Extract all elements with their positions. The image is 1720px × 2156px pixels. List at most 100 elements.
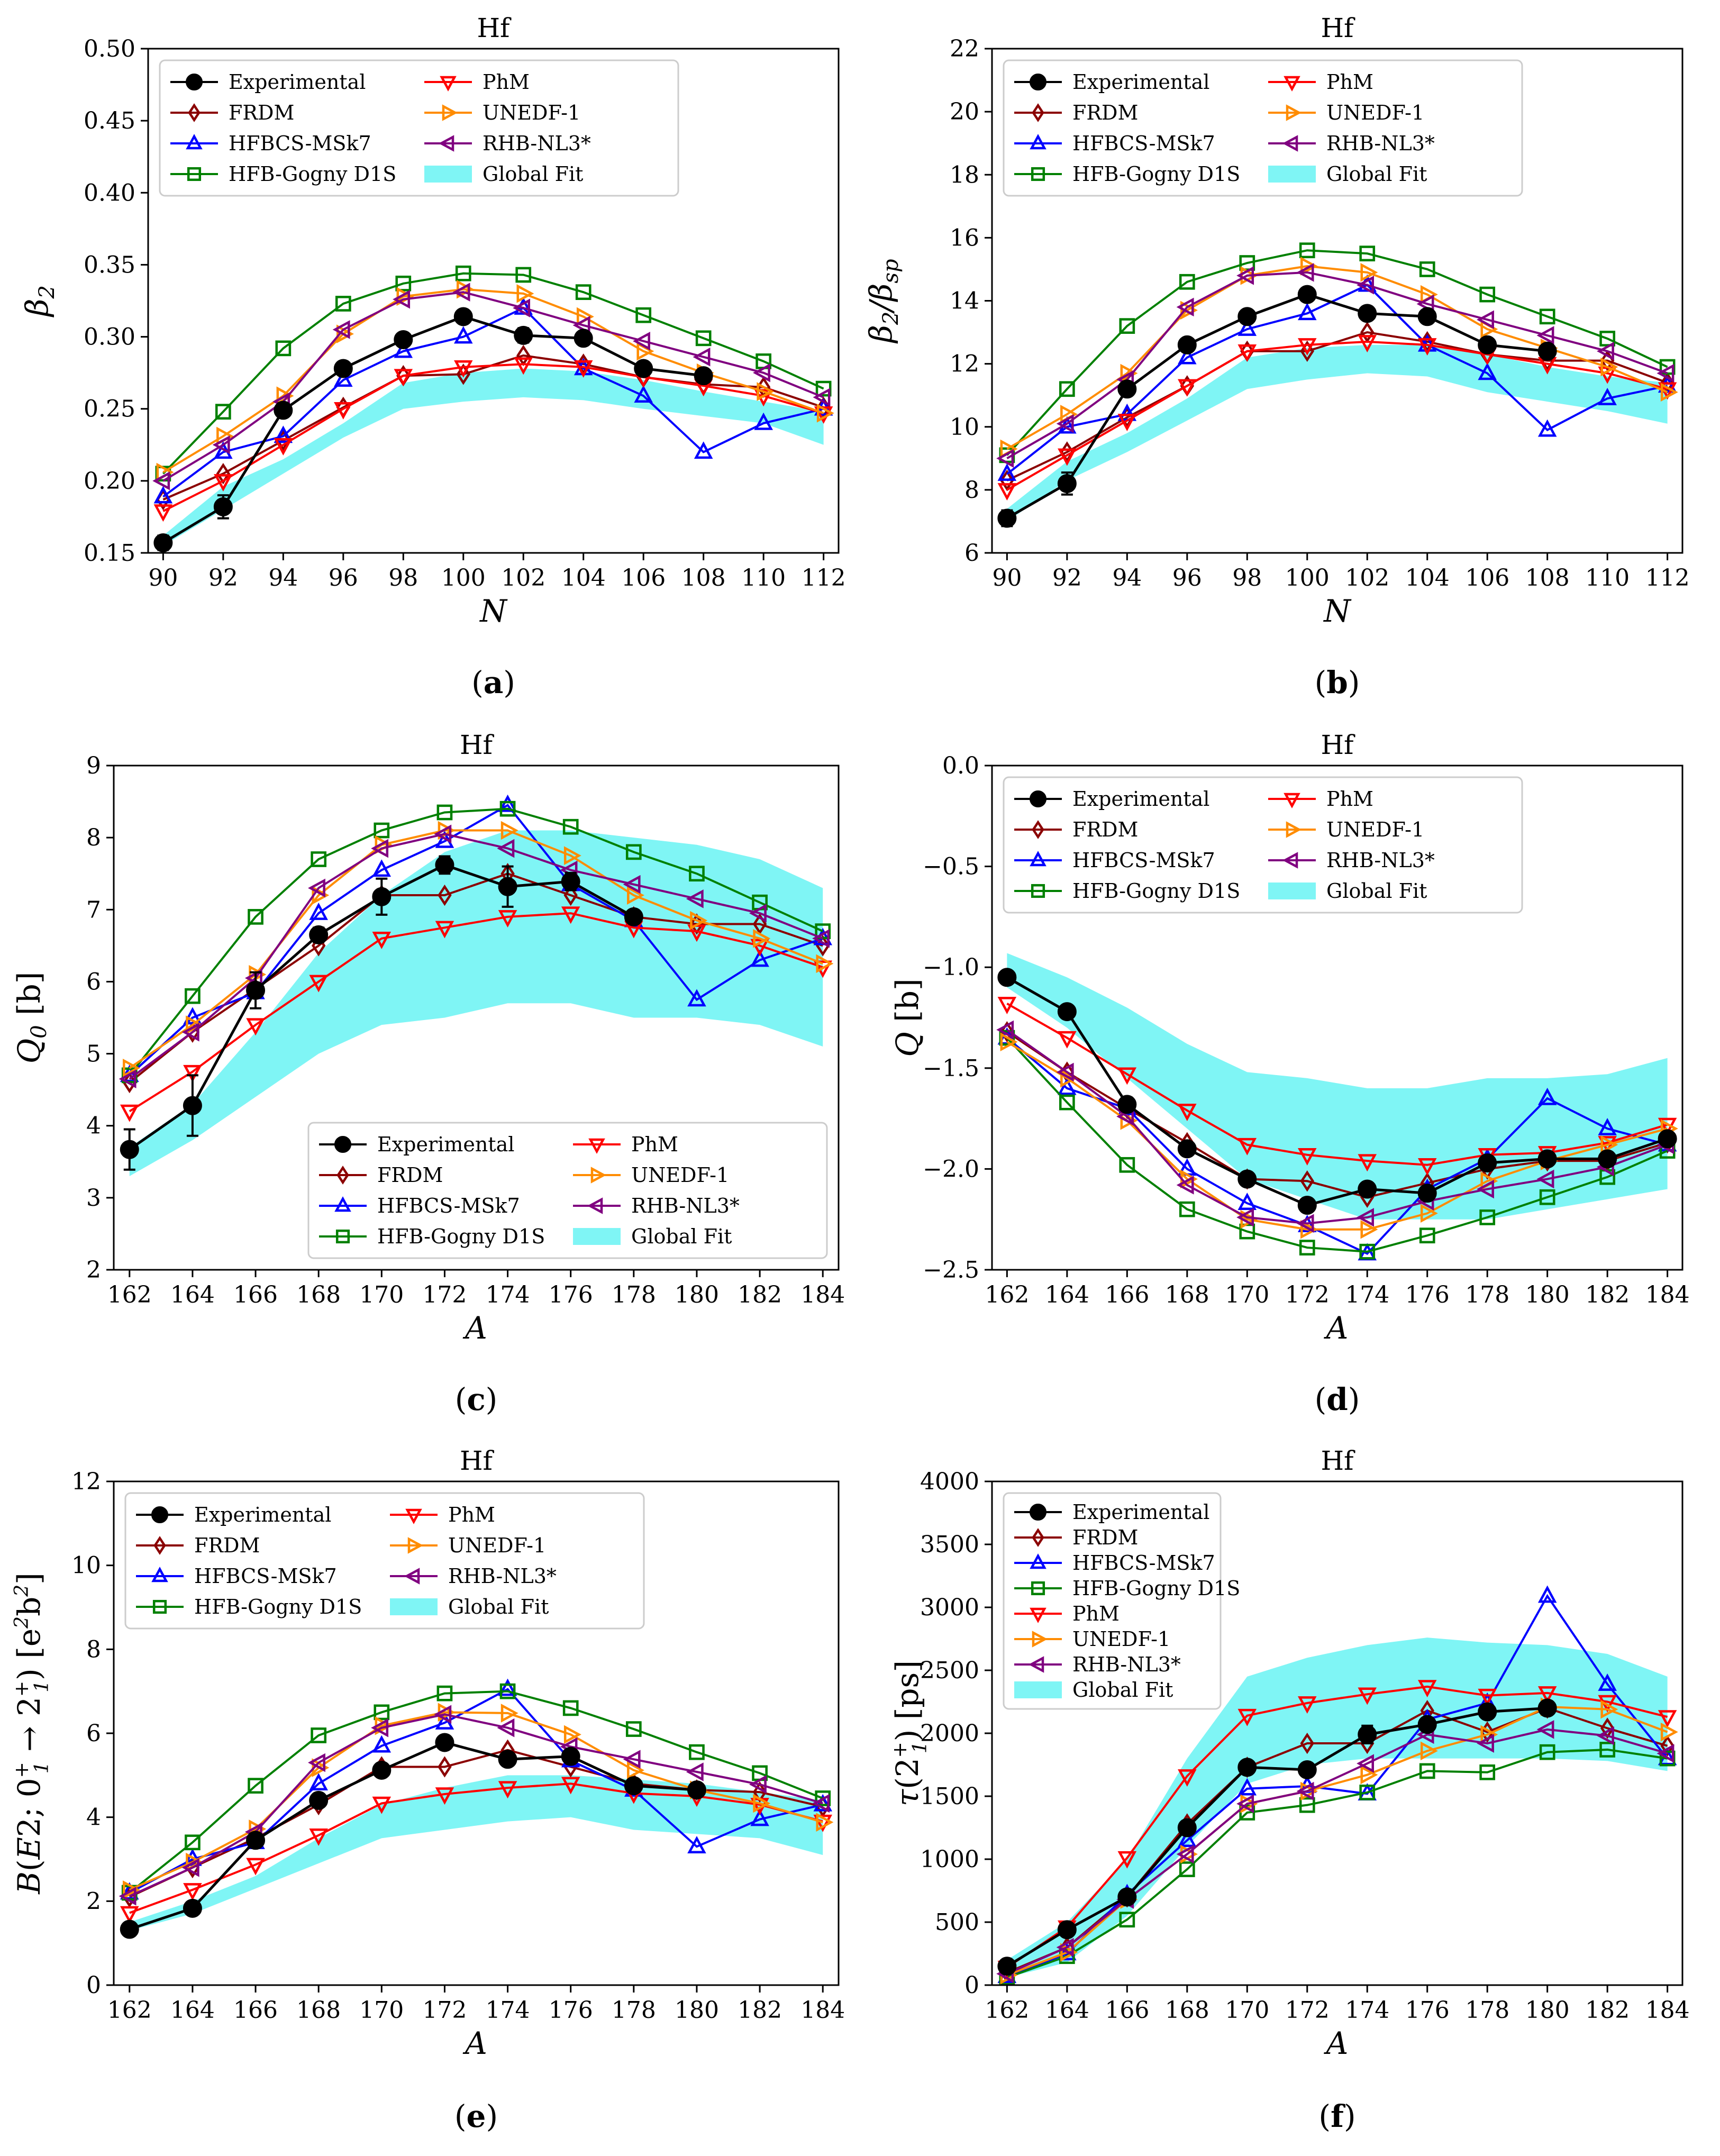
point-hfbcs-msk7 bbox=[1598, 388, 1617, 405]
x-tick-label: 170 bbox=[1225, 1997, 1269, 2024]
legend-label: HFBCS-MSk7 bbox=[1072, 849, 1215, 872]
point-unedf-1 bbox=[1180, 1844, 1198, 1864]
point-hfb-gogny-d1s bbox=[1419, 261, 1435, 277]
point-frdm bbox=[438, 1756, 452, 1778]
legend-entry-global-fit: Global Fit bbox=[424, 162, 583, 186]
series-line-hfb-gogny-d1s bbox=[162, 272, 824, 475]
series-line-rhb-nl3 bbox=[1006, 1728, 1668, 1975]
legend-entry-phm: PhM bbox=[1268, 70, 1373, 94]
point-unedf-1 bbox=[1360, 263, 1378, 282]
series-line-rhb-nl3 bbox=[129, 1713, 823, 1897]
point-rhb-nl3 bbox=[1477, 1734, 1494, 1753]
point-unedf-1 bbox=[816, 1813, 834, 1832]
legend-label: FRDM bbox=[194, 1534, 260, 1557]
point-frdm bbox=[456, 363, 470, 385]
point-hfb-gogny-d1s bbox=[1299, 1797, 1315, 1813]
panel-title: Hf bbox=[460, 1445, 495, 1476]
y-tick-label: 0.0 bbox=[942, 752, 979, 779]
legend-label: FRDM bbox=[1072, 818, 1138, 841]
legend-marker bbox=[1031, 167, 1045, 181]
x-tick-label: 184 bbox=[800, 1281, 845, 1308]
point-experimental bbox=[1237, 1169, 1257, 1189]
point-hfb-gogny-d1s bbox=[1299, 242, 1315, 259]
point-phm bbox=[1297, 1696, 1317, 1714]
legend-marker bbox=[1030, 1504, 1046, 1521]
point-unedf-1 bbox=[753, 1794, 771, 1813]
point-experimental bbox=[120, 1920, 139, 1939]
x-tick-label: 100 bbox=[1285, 565, 1330, 592]
point-experimental bbox=[561, 872, 580, 891]
legend-entry-hfb-gogny-d1s: HFB-Gogny D1S bbox=[136, 1595, 362, 1618]
legend-box bbox=[1003, 1492, 1222, 1710]
series-line-phm bbox=[129, 912, 823, 1113]
point-hfb-gogny-d1s bbox=[625, 844, 642, 860]
point-unedf-1 bbox=[1240, 1794, 1258, 1814]
point-frdm bbox=[1660, 1735, 1675, 1757]
point-hfb-gogny-d1s bbox=[1299, 1240, 1315, 1256]
point-experimental bbox=[1057, 474, 1077, 493]
point-unedf-1 bbox=[1060, 1069, 1078, 1088]
point-experimental bbox=[1537, 341, 1557, 361]
x-tick-label: 180 bbox=[675, 1281, 719, 1308]
point-experimental bbox=[1297, 285, 1317, 304]
point-phm bbox=[1417, 1680, 1437, 1698]
point-hfb-gogny-d1s bbox=[436, 804, 453, 821]
y-tick-label: 0.25 bbox=[84, 396, 135, 423]
point-hfb-gogny-d1s bbox=[1179, 1201, 1195, 1217]
point-experimental bbox=[1117, 379, 1137, 399]
x-tick-label: 162 bbox=[985, 1997, 1029, 2024]
point-hfb-gogny-d1s bbox=[374, 1704, 390, 1721]
legend: Experimental FRDM HFBCS-MSk7 HFB-Gogny D1S P… bbox=[307, 1122, 828, 1259]
y-axis-label: β2/βsp bbox=[863, 259, 903, 343]
legend-label: RHB-NL3* bbox=[631, 1194, 740, 1217]
point-hfbcs-msk7 bbox=[694, 441, 713, 459]
point-rhb-nl3 bbox=[623, 875, 641, 894]
series-line-phm bbox=[1006, 340, 1668, 491]
panel-f: 162 164 166 168 170 172 174 176 178 180 182 184 0 500… bbox=[889, 1445, 1690, 2134]
x-tick-label: 176 bbox=[1405, 1281, 1450, 1308]
point-hfbcs-msk7 bbox=[1598, 1673, 1617, 1691]
point-hfb-gogny-d1s bbox=[1239, 255, 1255, 271]
x-tick-label: 162 bbox=[107, 1281, 152, 1308]
point-rhb-nl3 bbox=[1056, 414, 1074, 433]
legend-label: Experimental bbox=[1072, 787, 1209, 811]
global-fit-band bbox=[1007, 344, 1668, 522]
point-rhb-nl3 bbox=[693, 347, 711, 367]
point-rhb-nl3 bbox=[1597, 1726, 1614, 1745]
y-tick-label: −2.0 bbox=[923, 1156, 979, 1182]
point-rhb-nl3 bbox=[686, 1762, 704, 1781]
legend-marker bbox=[404, 1568, 420, 1585]
legend-swatch bbox=[390, 1598, 438, 1615]
legend: Experimental FRDM HFBCS-MSk7 HFB-Gogny D1S P… bbox=[1003, 59, 1523, 197]
x-tick-label: 90 bbox=[992, 565, 1022, 592]
point-hfbcs-msk7 bbox=[1058, 1943, 1077, 1961]
panel-label: (e) bbox=[454, 2098, 498, 2134]
legend-entry-phm: PhM bbox=[390, 1503, 495, 1526]
x-tick-label: 168 bbox=[1165, 1281, 1209, 1308]
point-experimental bbox=[624, 1776, 643, 1796]
legend-box bbox=[124, 1492, 645, 1630]
legend-marker bbox=[1282, 135, 1298, 152]
y-tick-label: 14 bbox=[950, 288, 979, 315]
y-tick-label: 5 bbox=[86, 1041, 101, 1068]
point-experimental bbox=[1358, 304, 1377, 323]
series-line-hfbcs-msk7 bbox=[1006, 284, 1668, 475]
point-hfbcs-msk7 bbox=[309, 1773, 328, 1790]
y-tick-label: 0.30 bbox=[84, 324, 135, 351]
point-phm bbox=[561, 1777, 580, 1795]
point-hfbcs-msk7 bbox=[1537, 1585, 1557, 1603]
point-phm bbox=[1178, 379, 1197, 397]
series-line-rhb-nl3 bbox=[1006, 271, 1668, 460]
legend-marker bbox=[187, 167, 202, 181]
point-rhb-nl3 bbox=[1296, 1781, 1314, 1801]
x-tick-label: 166 bbox=[1105, 1997, 1149, 2024]
y-tick-label: 0.40 bbox=[84, 179, 135, 206]
legend-entry-hfb-gogny-d1s: HFB-Gogny D1S bbox=[1014, 1577, 1240, 1600]
y-tick-label: 6 bbox=[964, 540, 979, 567]
y-tick-label: 7 bbox=[86, 896, 101, 923]
point-unedf-1 bbox=[500, 821, 518, 840]
point-hfbcs-msk7 bbox=[309, 902, 328, 920]
x-tick-label: 176 bbox=[1405, 1997, 1450, 2024]
point-hfb-gogny-d1s bbox=[635, 307, 652, 323]
legend-box bbox=[1003, 776, 1523, 914]
